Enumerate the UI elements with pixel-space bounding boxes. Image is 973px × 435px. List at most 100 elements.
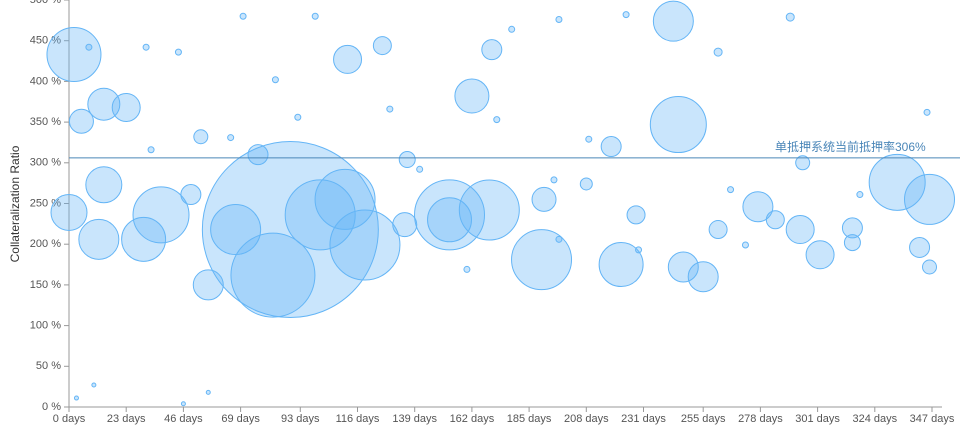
y-tick-label: 500 % (30, 0, 61, 6)
bubble (909, 236, 931, 258)
y-tick-label: 100 % (30, 320, 61, 332)
bubble (598, 242, 644, 288)
x-tick-label: 69 days (221, 413, 260, 425)
x-tick-label: 23 days (107, 413, 146, 425)
x-tick-label: 278 days (738, 413, 783, 425)
x-tick-label: 162 days (450, 413, 495, 425)
bubble (132, 186, 190, 244)
bubble (50, 193, 88, 231)
bubble (579, 177, 593, 191)
bubble (795, 155, 811, 171)
y-tick-label: 250 % (30, 197, 61, 209)
bubble (294, 113, 302, 121)
x-tick-label: 347 days (910, 413, 955, 425)
x-tick-label: 46 days (164, 413, 203, 425)
bubble (205, 389, 211, 395)
bubble (493, 116, 501, 124)
bubble (904, 173, 956, 225)
bubble (314, 168, 376, 230)
bubble (180, 401, 186, 407)
bubble (458, 179, 520, 241)
bubble (284, 179, 356, 251)
bubble (121, 216, 167, 262)
bubble (785, 215, 815, 245)
bubble (922, 259, 938, 275)
bubble (68, 108, 94, 134)
bubble (531, 186, 557, 212)
y-tick-label: 50 % (36, 360, 61, 372)
bubble (481, 39, 503, 61)
bubble (635, 246, 643, 254)
bubble (713, 47, 723, 57)
bubble (210, 204, 262, 256)
x-tick-label: 0 days (53, 413, 86, 425)
bubble (687, 261, 719, 293)
y-tick-label: 150 % (30, 279, 61, 291)
bubble (87, 87, 121, 121)
bubble (111, 92, 141, 122)
bubble (416, 165, 424, 173)
bubble (511, 229, 573, 291)
bubble (372, 36, 392, 56)
y-tick-label: 200 % (30, 238, 61, 250)
bubble (785, 12, 795, 22)
bubble (311, 12, 319, 20)
x-tick-label: 255 days (681, 413, 726, 425)
bubble (649, 96, 707, 154)
bubble (741, 241, 749, 249)
bubble (142, 43, 150, 51)
bubble (239, 12, 247, 20)
bubble (708, 220, 728, 240)
bubble (230, 232, 316, 318)
bubble (91, 382, 97, 388)
bubble (555, 16, 563, 24)
x-tick-label: 301 days (795, 413, 840, 425)
bubble (765, 210, 785, 230)
bubble (508, 25, 516, 33)
bubble (727, 186, 735, 194)
bubble (192, 269, 224, 301)
reference-label: 单抵押系统当前抵押率306% (775, 139, 926, 154)
bubble (180, 184, 202, 206)
bubble (805, 240, 835, 270)
bubble (392, 212, 418, 238)
bubble (550, 176, 558, 184)
bubble (147, 146, 155, 154)
bubble (201, 141, 379, 319)
bubble (622, 11, 630, 19)
x-tick-label: 231 days (621, 413, 666, 425)
x-tick-label: 93 days (281, 413, 320, 425)
bubble (841, 217, 863, 239)
bubble (923, 108, 931, 116)
bubble (85, 166, 123, 204)
bubble (555, 235, 563, 243)
bubble (856, 191, 864, 199)
bubble (742, 191, 774, 223)
bubble (78, 218, 120, 260)
x-tick-label: 185 days (507, 413, 552, 425)
x-tick-label: 208 days (564, 413, 609, 425)
bubble (652, 0, 694, 42)
bubble (427, 197, 473, 243)
x-tick-label: 116 days (336, 413, 380, 425)
bubble (868, 153, 926, 211)
bubble (73, 395, 79, 401)
bubble (333, 44, 363, 74)
bubble (386, 105, 394, 113)
x-tick-label: 324 days (852, 413, 897, 425)
bubble (193, 129, 209, 145)
bubble (600, 136, 622, 158)
bubble (463, 265, 471, 273)
y-tick-label: 0 % (42, 401, 61, 413)
bubble (626, 205, 646, 225)
bubble (174, 48, 182, 56)
y-tick-label: 300 % (30, 157, 61, 169)
bubble (46, 27, 102, 83)
bubble (667, 251, 699, 283)
y-tick-label: 350 % (30, 116, 61, 128)
bubble (329, 209, 401, 281)
bubble (85, 43, 93, 51)
bubble (843, 234, 861, 252)
bubble (247, 144, 269, 166)
